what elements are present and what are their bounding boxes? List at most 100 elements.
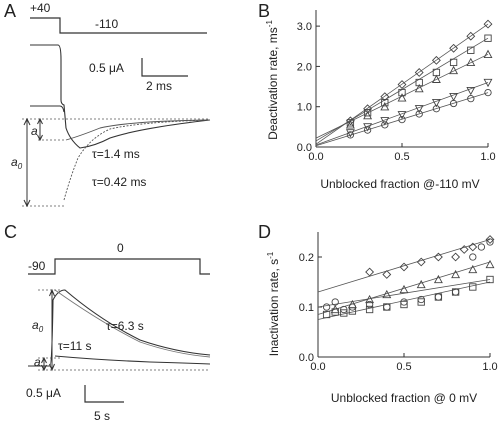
- data-point-d-circle: [477, 243, 486, 251]
- data-point-d-diamond: [433, 252, 443, 262]
- chart-b: 0.0 0.5 1.0 0.0 1.0 2.0 3.0 Unblocked fraction …: [265, 10, 496, 191]
- y-tick-label-d: 0.1: [299, 302, 314, 314]
- x-tick-label-b: 1.0: [480, 151, 495, 163]
- data-point-b-triangle-down: [449, 92, 459, 102]
- data-point-b-triangle: [449, 65, 459, 75]
- tau-fast-label-a: τ=1.4 ms: [92, 147, 140, 161]
- data-point-b-triangle: [380, 102, 390, 111]
- panel-a: A +40 -110 a a0 τ=1.4 ms τ=0.42 ms 0.5 μ…: [4, 1, 211, 208]
- y-tick-label-b: 1.0: [297, 102, 312, 114]
- data-point-d-triangle: [399, 284, 409, 294]
- tau-slow-label-c: τ=11 s: [58, 339, 92, 353]
- y-tick-label-b: 2.0: [297, 61, 312, 73]
- data-point-b-square: [467, 46, 475, 54]
- fit-line-d-1: [317, 279, 491, 308]
- a-label-a: a: [31, 124, 38, 138]
- fit-line-b-4: [315, 92, 489, 147]
- data-point-b-triangle: [431, 74, 441, 83]
- data-point-d-square: [348, 307, 357, 315]
- panel-label-a: A: [4, 1, 16, 21]
- scale-bar-current-a: 0.5 μA: [89, 61, 124, 75]
- data-point-b-diamond: [397, 80, 407, 89]
- data-point-d-diamond: [485, 235, 495, 244]
- data-point-b-triangle: [466, 57, 476, 67]
- voltage-protocol-a: [30, 17, 207, 34]
- a-arrowheads-c: [41, 356, 47, 372]
- data-point-b-circle: [484, 88, 492, 97]
- y-axis-label-d: Inactivation rate, s-1: [266, 251, 281, 356]
- data-point-b-triangle: [363, 110, 373, 120]
- data-point-b-circle: [449, 99, 458, 108]
- data-point-d-circle: [400, 298, 408, 306]
- data-point-d-triangle: [416, 279, 426, 289]
- a0-label-a: a0: [11, 155, 23, 171]
- scale-bar-current-c: 0.5 μA: [26, 386, 61, 400]
- data-point-d-diamond: [451, 252, 461, 262]
- x-tick-label-d: 1.0: [482, 361, 497, 373]
- data-point-b-triangle-down: [397, 111, 407, 120]
- data-point-d-diamond: [399, 262, 409, 272]
- data-point-b-circle: [467, 94, 475, 103]
- test-pulse-label-c: 0: [117, 241, 124, 255]
- scale-bar-time-a: 2 ms: [146, 79, 172, 93]
- fit-line-d-2: [317, 261, 491, 315]
- data-point-b-circle: [346, 131, 355, 139]
- data-point-d-triangle: [382, 289, 392, 299]
- chart-d: 0.0 0.5 1.0 0.0 0.1 0.2 Unblocked fraction @ 0…: [266, 232, 498, 405]
- a-arrowheads-a: [37, 117, 43, 142]
- data-point-b-square: [363, 109, 372, 117]
- data-point-d-square: [322, 310, 331, 319]
- data-point-b-diamond: [466, 31, 476, 41]
- data-point-d-square: [340, 309, 348, 317]
- data-point-b-circle: [363, 126, 372, 134]
- fit-line-b-2: [315, 53, 489, 139]
- y-axis-label-sup-d: -1: [266, 251, 275, 259]
- data-point-d-square: [331, 308, 339, 316]
- holding-label-c: -90: [28, 259, 46, 273]
- data-point-d-circle: [486, 238, 494, 246]
- data-point-d-circle: [365, 300, 374, 309]
- data-point-b-circle: [432, 105, 441, 113]
- current-trace-a: [30, 44, 211, 149]
- data-point-b-circle: [381, 121, 389, 129]
- data-point-d-triangle: [451, 269, 461, 279]
- a0-arrowheads-a: [23, 117, 31, 208]
- x-tick-label-b: 0.5: [394, 151, 409, 163]
- data-point-b-triangle-down: [431, 99, 441, 108]
- panel-label-c: C: [4, 222, 17, 242]
- scale-bar-time-c: 5 s: [94, 409, 110, 423]
- fit-line-b-0: [315, 23, 489, 145]
- data-point-b-square: [449, 58, 458, 67]
- data-point-d-circle: [469, 253, 477, 261]
- data-point-b-diamond: [414, 68, 424, 77]
- x-axis-label-b: Unblocked fraction @-110 mV: [320, 177, 479, 191]
- data-point-b-triangle: [483, 49, 493, 58]
- scale-bar-c: [84, 385, 124, 403]
- y-tick-label-b: 3.0: [297, 21, 312, 33]
- data-point-b-triangle-down: [466, 86, 476, 96]
- fit-line-d-3: [317, 281, 491, 320]
- data-point-d-triangle: [433, 274, 443, 284]
- data-point-d-square: [469, 283, 477, 291]
- data-point-b-diamond: [431, 55, 441, 65]
- data-point-b-diamond: [380, 92, 390, 102]
- test-pulse-label-a: -110: [95, 17, 118, 31]
- y-tick-label-d: 0.2: [299, 252, 314, 264]
- data-point-b-diamond: [449, 43, 459, 53]
- scale-bar-a: [141, 58, 188, 77]
- data-point-b-circle: [415, 110, 423, 118]
- data-point-d-square: [451, 288, 460, 296]
- panel-label-b: B: [258, 1, 270, 21]
- data-point-b-triangle-down: [414, 105, 424, 114]
- a0-label-c: a0: [32, 318, 44, 334]
- data-point-b-circle: [398, 115, 406, 124]
- fit-line-b-3: [315, 82, 489, 146]
- current-trace-a-baseline: [30, 105, 65, 113]
- data-point-b-triangle-down: [483, 78, 493, 88]
- data-point-b-diamond: [483, 19, 493, 29]
- data-point-b-square: [484, 34, 492, 42]
- voltage-protocol-c: [28, 258, 210, 275]
- fit-curve-c: [54, 289, 211, 358]
- x-tick-label-b: 0.0: [308, 151, 323, 163]
